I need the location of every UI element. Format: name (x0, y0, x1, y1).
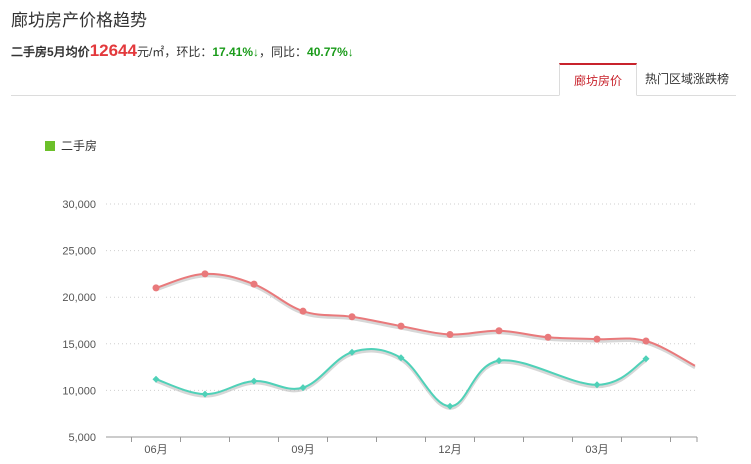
series-point (397, 354, 405, 362)
series-point (348, 348, 356, 356)
series-point (593, 381, 601, 389)
series-point (397, 322, 405, 330)
yoy-value: 40.77%↓ (307, 45, 354, 59)
series-line-2 (155, 348, 647, 408)
price-summary: 二手房5月均价12644元/㎡，环比：17.41%↓，同比：40.77%↓ (11, 41, 354, 61)
y-tick-label: 25,000 (62, 246, 96, 258)
series-point (299, 307, 307, 315)
series-line-1 (155, 272, 696, 367)
series-point (544, 333, 552, 341)
tab-langfang-price[interactable]: 廊坊房价 (559, 63, 637, 96)
series-point (250, 377, 258, 385)
x-tick-label: 03月 (585, 444, 608, 456)
series-point (152, 284, 160, 292)
x-tick-label: 06月 (144, 444, 167, 456)
series-point (495, 357, 503, 365)
mom-value: 17.41%↓ (212, 45, 260, 59)
series-point (446, 330, 454, 338)
yoy-label: ，同比： (259, 45, 308, 59)
series-point (348, 313, 356, 321)
average-price: 12644 (89, 41, 137, 60)
page-title: 廊坊房产价格趋势 (11, 11, 147, 30)
series-point (446, 402, 454, 410)
summary-prefix: 二手房5月均价 (11, 45, 90, 59)
tab-hot-districts[interactable]: 热门区域涨跌榜 (644, 72, 729, 86)
series-point (152, 375, 160, 383)
series-line-shadow (155, 349, 647, 410)
series-point (495, 327, 503, 335)
series-point (642, 337, 650, 345)
y-tick-label: 5,000 (68, 432, 96, 444)
series-point (642, 355, 650, 363)
mom-label: ，环比： (164, 45, 213, 59)
series-point (250, 280, 258, 288)
legend-swatch (45, 140, 55, 151)
tabs-divider (11, 95, 736, 96)
series-point (201, 270, 209, 278)
price-unit: 元/㎡ (136, 45, 165, 59)
series-point (201, 390, 209, 398)
y-tick-label: 20,000 (62, 292, 96, 304)
chart-legend[interactable]: 二手房 (45, 137, 97, 154)
series-point (299, 384, 307, 392)
series-line-shadow (155, 274, 696, 370)
y-tick-label: 10,000 (62, 385, 96, 397)
legend-label: 二手房 (61, 139, 98, 153)
y-tick-label: 15,000 (62, 339, 96, 351)
x-tick-label: 12月 (438, 444, 461, 456)
y-tick-label: 30,000 (62, 199, 96, 211)
series-point (593, 335, 601, 343)
x-tick-label: 09月 (291, 444, 314, 456)
